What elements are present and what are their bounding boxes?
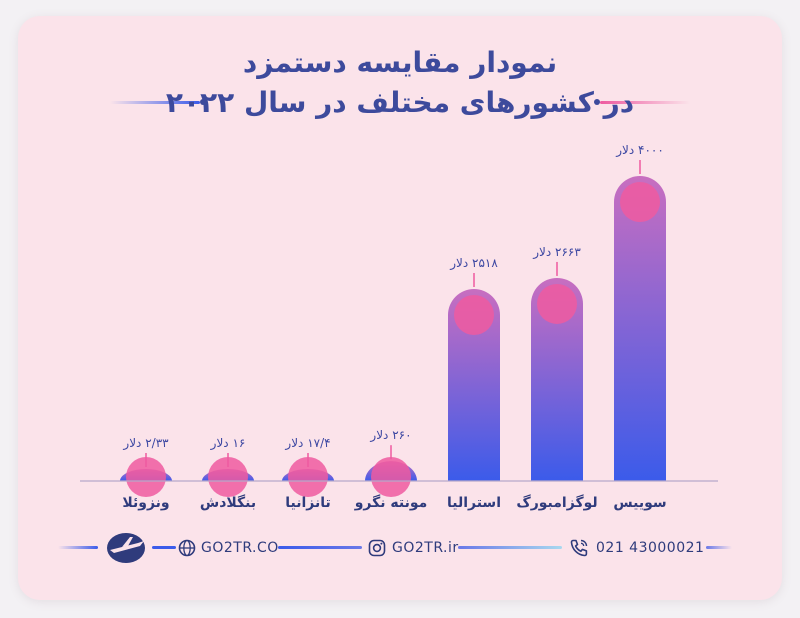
data-label: ۲/۳۳ دلار [122,436,169,451]
bar-group: ۲۶۶۳ دلار لوگزامبورگ [516,245,597,511]
bar-marker [620,182,660,222]
chart-subtitle: در کشورهای مختلف در سال ۲۰۲۲ [165,86,635,119]
bar-marker [371,457,411,497]
bar-marker [454,295,494,336]
instagram-text: GO2TR.ir [392,540,459,556]
category-label: تانزانیا [285,495,331,511]
bar [448,289,500,481]
footer-phone[interactable]: 021 43000021 [569,537,704,559]
website-text: GO2TR.CO [201,540,279,556]
category-label: لوگزامبورگ [516,494,597,511]
data-label: ۲۵۱۸ دلار [449,256,498,271]
footer-line-1 [58,546,98,549]
data-label: ۲۶۶۳ دلار [532,245,581,260]
data-label: ۱۷/۴ دلار [284,436,330,451]
title-dot-right [594,99,600,105]
bar-group: ۱۷/۴ دلار تانزانیا [282,436,334,511]
footer-website[interactable]: GO2TR.CO [178,537,279,559]
bar-marker [537,283,577,324]
category-label: سوییس [613,495,666,511]
bar-group: ۲۵۱۸ دلار استرالیا [447,256,501,511]
bar-group: ۱۶ دلار بنگلادش [200,436,256,511]
title-dot-left [200,99,206,105]
footer-line-3 [278,546,362,549]
data-label: ۱۶ دلار [210,436,246,451]
logo-plane-icon [107,533,145,563]
bar [614,176,666,481]
bar-group: ۲۶۰ دلار مونته نگرو [354,428,428,511]
bar-marker [288,457,328,497]
category-label: بنگلادش [200,494,256,511]
chart-title: نمودار مقایسه دستمزد [242,46,558,79]
category-label: مونته نگرو [354,494,428,511]
bar-group: ۴۰۰۰ دلار سوییس [613,143,666,511]
footer-logo [104,533,148,563]
bar-group: ۲/۳۳ دلار ونزوئلا [120,436,172,511]
phone-icon [570,539,588,557]
category-label: استرالیا [447,495,501,511]
footer-line-5 [706,546,732,549]
footer-line-4 [458,546,562,549]
data-label: ۴۰۰۰ دلار [615,143,664,158]
phone-text: 021 43000021 [596,540,705,556]
category-label: ونزوئلا [122,495,169,511]
footer-line-2 [152,546,176,549]
bar-marker [208,457,248,497]
bar-marker [126,457,166,497]
data-label: ۲۶۰ دلار [369,428,411,443]
instagram-icon [368,539,386,557]
footer-instagram[interactable]: GO2TR.ir [368,537,459,559]
globe-icon [178,539,196,557]
title-line-right [600,101,690,104]
title-line-left [110,101,200,104]
bar [531,277,583,481]
